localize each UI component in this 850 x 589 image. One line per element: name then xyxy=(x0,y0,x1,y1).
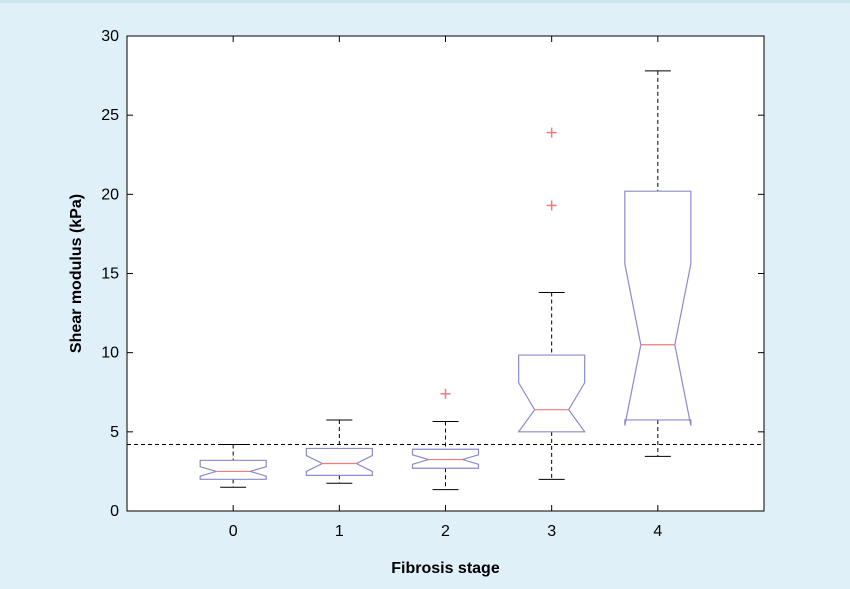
y-tick-label: 5 xyxy=(110,424,119,441)
box-group-stage-0 xyxy=(199,444,267,488)
y-tick-label: 10 xyxy=(101,345,119,362)
box-group-stage-1 xyxy=(305,419,373,484)
notched-box xyxy=(199,459,267,480)
notched-box xyxy=(517,354,586,433)
x-axis-label: Fibrosis stage xyxy=(391,560,500,577)
y-tick-label: 25 xyxy=(101,107,119,124)
y-tick-label: 20 xyxy=(101,186,119,203)
outlier-marker xyxy=(546,127,557,138)
outlier-marker xyxy=(440,388,451,399)
x-tick-label: 2 xyxy=(441,523,450,540)
top-rule xyxy=(0,0,850,3)
box-group-stage-4 xyxy=(624,70,692,457)
notched-box xyxy=(305,447,373,476)
box-group-stage-2 xyxy=(411,388,480,491)
y-tick-label: 0 xyxy=(110,503,119,520)
x-tick-label: 3 xyxy=(547,523,556,540)
plot-area xyxy=(126,35,765,512)
x-tick-label: 4 xyxy=(653,523,662,540)
x-tick-label: 0 xyxy=(229,523,238,540)
x-tick-label: 1 xyxy=(335,523,344,540)
box-group-stage-3 xyxy=(517,127,586,480)
y-tick-label: 30 xyxy=(101,28,119,45)
y-tick-label: 15 xyxy=(101,266,119,283)
notched-box xyxy=(624,190,692,426)
y-axis-label: Shear modulus (kPa) xyxy=(68,194,85,353)
notched-box xyxy=(411,448,480,469)
outlier-marker xyxy=(546,200,557,211)
